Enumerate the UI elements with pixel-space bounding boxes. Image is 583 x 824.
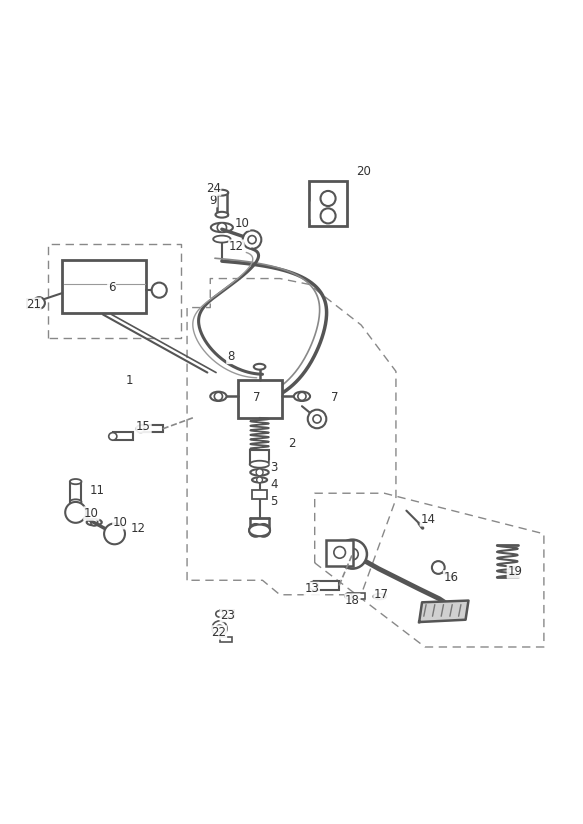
FancyBboxPatch shape xyxy=(220,637,232,643)
Circle shape xyxy=(308,410,326,428)
Text: 16: 16 xyxy=(444,571,459,584)
FancyBboxPatch shape xyxy=(70,481,82,502)
Text: 12: 12 xyxy=(130,522,145,535)
Circle shape xyxy=(313,415,321,423)
Ellipse shape xyxy=(216,611,223,617)
FancyBboxPatch shape xyxy=(326,540,353,566)
Text: 23: 23 xyxy=(220,609,235,621)
Text: 1: 1 xyxy=(125,373,133,386)
Text: 4: 4 xyxy=(271,478,278,491)
Text: 7: 7 xyxy=(253,391,261,404)
Ellipse shape xyxy=(294,391,310,401)
Circle shape xyxy=(321,191,336,206)
FancyBboxPatch shape xyxy=(238,380,282,418)
FancyBboxPatch shape xyxy=(309,181,347,227)
Circle shape xyxy=(212,620,227,636)
Circle shape xyxy=(104,523,125,545)
Text: 9: 9 xyxy=(209,194,217,207)
Text: 20: 20 xyxy=(357,165,371,178)
Ellipse shape xyxy=(70,479,82,485)
Text: 22: 22 xyxy=(212,626,226,639)
Text: 10: 10 xyxy=(235,217,250,230)
Ellipse shape xyxy=(250,461,269,468)
Text: 19: 19 xyxy=(507,565,522,578)
FancyBboxPatch shape xyxy=(220,611,234,617)
FancyBboxPatch shape xyxy=(314,582,339,589)
Ellipse shape xyxy=(252,477,267,483)
Circle shape xyxy=(248,236,256,244)
Text: 21: 21 xyxy=(26,298,41,311)
Ellipse shape xyxy=(309,582,318,589)
Circle shape xyxy=(33,297,45,309)
Circle shape xyxy=(298,392,306,400)
Circle shape xyxy=(257,477,262,483)
Circle shape xyxy=(256,469,263,475)
FancyBboxPatch shape xyxy=(62,260,146,313)
Circle shape xyxy=(347,548,358,560)
FancyBboxPatch shape xyxy=(141,424,163,433)
Circle shape xyxy=(72,504,79,511)
Circle shape xyxy=(257,524,270,536)
Ellipse shape xyxy=(216,190,229,195)
Polygon shape xyxy=(419,601,469,622)
Text: 5: 5 xyxy=(271,495,278,508)
Circle shape xyxy=(91,519,98,526)
Ellipse shape xyxy=(210,391,227,401)
FancyBboxPatch shape xyxy=(250,450,269,464)
Circle shape xyxy=(377,593,382,599)
Text: 2: 2 xyxy=(288,438,295,451)
Ellipse shape xyxy=(87,519,102,526)
Text: 3: 3 xyxy=(271,461,278,474)
Ellipse shape xyxy=(373,593,386,599)
Ellipse shape xyxy=(216,212,229,218)
Ellipse shape xyxy=(68,504,83,511)
Polygon shape xyxy=(311,201,318,219)
FancyBboxPatch shape xyxy=(113,433,133,440)
Ellipse shape xyxy=(249,525,270,536)
Text: 10: 10 xyxy=(113,516,128,529)
Text: 13: 13 xyxy=(304,583,319,596)
Ellipse shape xyxy=(213,236,231,242)
Circle shape xyxy=(217,222,227,232)
Text: 6: 6 xyxy=(108,281,115,293)
Ellipse shape xyxy=(345,593,352,599)
Text: 10: 10 xyxy=(84,507,99,520)
Ellipse shape xyxy=(254,364,265,370)
FancyBboxPatch shape xyxy=(252,489,267,499)
Text: 24: 24 xyxy=(206,182,221,195)
Circle shape xyxy=(432,561,445,574)
Circle shape xyxy=(65,502,86,522)
Circle shape xyxy=(152,283,167,297)
Text: 8: 8 xyxy=(227,350,234,363)
Text: 12: 12 xyxy=(229,240,244,253)
FancyBboxPatch shape xyxy=(217,193,227,215)
FancyBboxPatch shape xyxy=(27,299,39,307)
Ellipse shape xyxy=(70,499,82,504)
Text: 18: 18 xyxy=(345,594,360,607)
Ellipse shape xyxy=(250,469,269,475)
Text: 14: 14 xyxy=(420,513,436,526)
Circle shape xyxy=(338,540,367,569)
Ellipse shape xyxy=(109,433,117,440)
Ellipse shape xyxy=(211,222,233,232)
Text: 17: 17 xyxy=(374,588,389,602)
Circle shape xyxy=(243,231,261,249)
Circle shape xyxy=(334,546,346,558)
Circle shape xyxy=(215,392,223,400)
Circle shape xyxy=(216,625,223,632)
Ellipse shape xyxy=(136,425,145,433)
Text: 15: 15 xyxy=(136,420,151,433)
Text: 11: 11 xyxy=(90,484,104,497)
FancyBboxPatch shape xyxy=(349,593,364,599)
Circle shape xyxy=(321,208,336,223)
Text: 7: 7 xyxy=(331,391,339,404)
Circle shape xyxy=(249,524,262,536)
